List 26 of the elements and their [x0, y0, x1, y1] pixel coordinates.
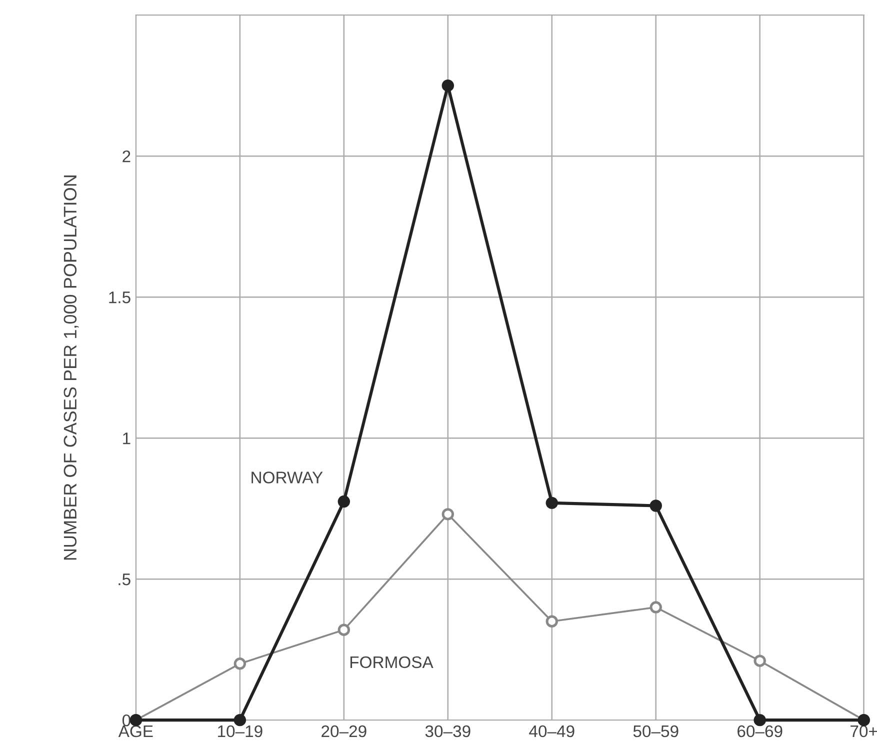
y-tick-label: 1.5: [109, 292, 130, 304]
x-tick-label: 40–49: [529, 725, 574, 738]
point: [650, 601, 662, 614]
point: [442, 508, 454, 520]
x-tick-label: 60–69: [738, 725, 782, 738]
x-tick-label: 10–19: [218, 725, 262, 738]
point: [546, 615, 558, 628]
point: [338, 624, 350, 636]
point: [338, 495, 350, 508]
series-label: FORMOSA: [350, 656, 434, 668]
x-tick-label: 20–29: [322, 725, 366, 738]
series-label: NORWAY: [252, 472, 323, 484]
x-tick-label: 30–39: [425, 725, 470, 738]
x-tick-label: AGE: [118, 725, 153, 738]
y-tick-label: 0: [122, 714, 130, 726]
point: [650, 500, 662, 512]
y-tick-label: 1: [123, 432, 130, 444]
y-axis-title: NUMBER OF CASES PER 1,000 POPULATION: [64, 176, 79, 560]
point: [754, 654, 766, 667]
y-tick-label: 2: [122, 150, 130, 162]
x-tick-label: 50–59: [633, 725, 678, 738]
point: [546, 496, 558, 510]
x-tick-label: 70+: [850, 725, 877, 738]
y-tick-label: .5: [118, 574, 130, 586]
point: [234, 658, 246, 670]
point: [442, 79, 454, 92]
